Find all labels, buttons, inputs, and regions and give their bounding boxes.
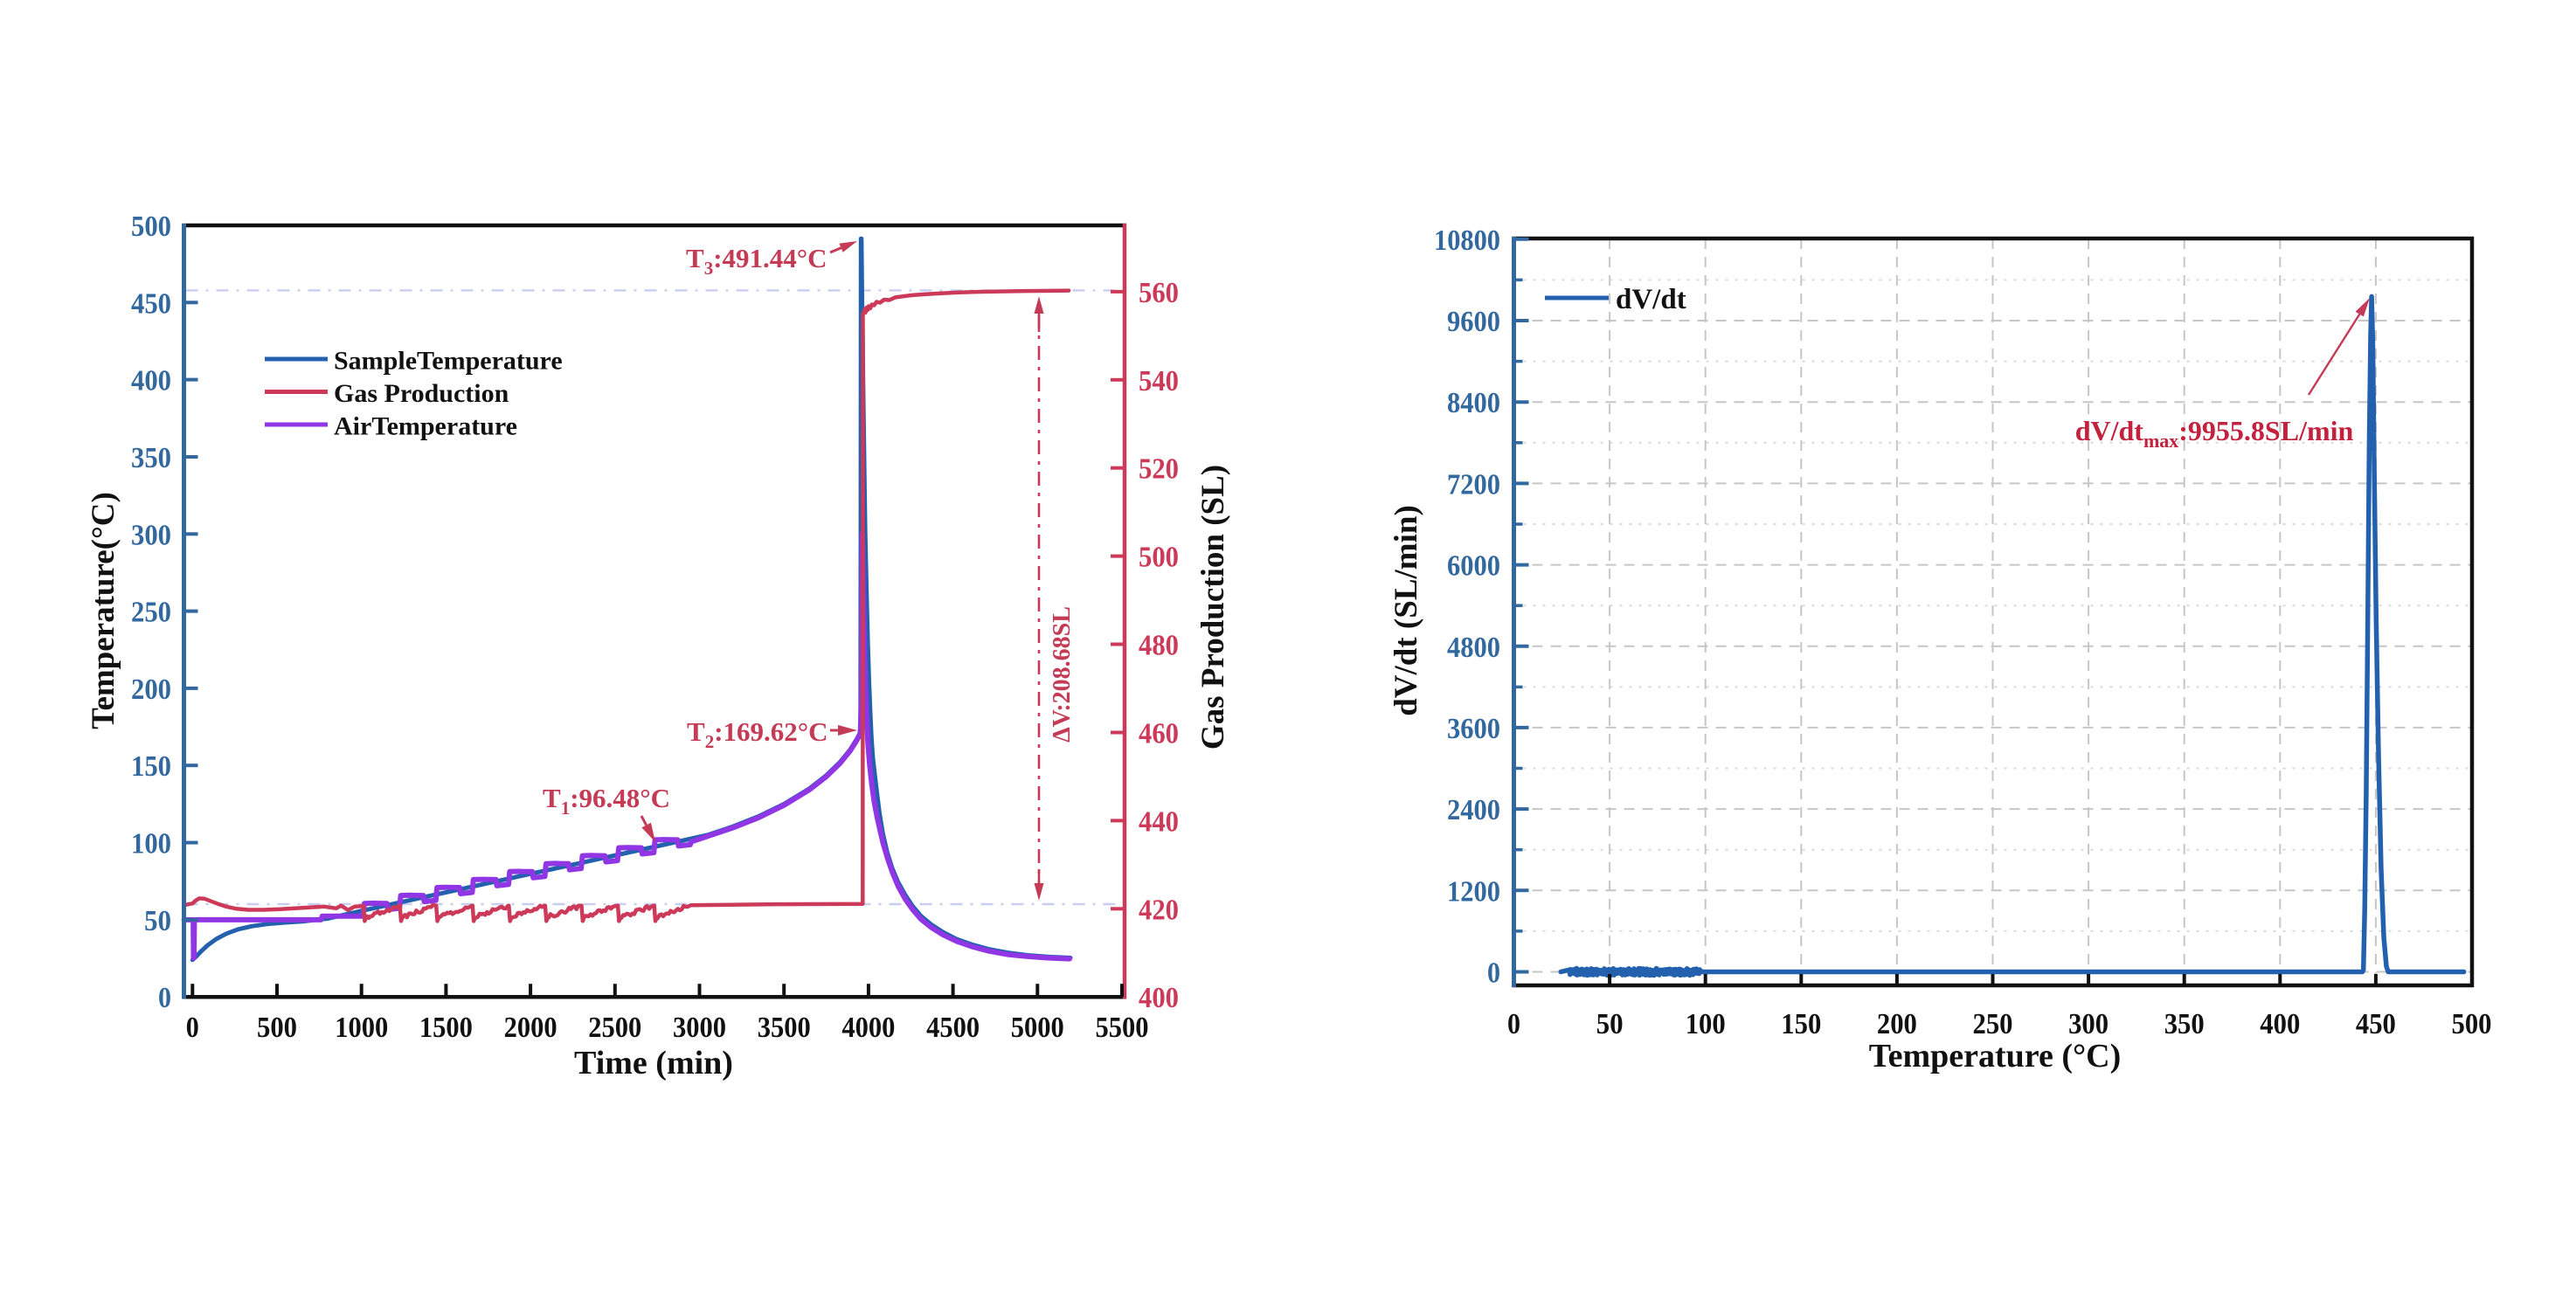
- svg-text:0: 0: [1487, 957, 1500, 990]
- svg-text:450: 450: [2356, 1008, 2396, 1040]
- svg-text:520: 520: [1139, 453, 1179, 486]
- svg-text:2500: 2500: [588, 1012, 641, 1044]
- svg-text:250: 250: [131, 597, 171, 629]
- svg-text:480: 480: [1139, 630, 1179, 662]
- svg-text:500: 500: [1139, 542, 1179, 574]
- svg-text:ΔV:208.68SL: ΔV:208.68SL: [1049, 606, 1076, 743]
- svg-text:T2:169.62°C: T2:169.62°C: [687, 716, 828, 752]
- svg-text:500: 500: [257, 1012, 297, 1044]
- svg-text:1500: 1500: [419, 1012, 473, 1044]
- svg-text:Time (min): Time (min): [574, 1045, 733, 1081]
- svg-text:450: 450: [131, 287, 171, 320]
- svg-text:1000: 1000: [335, 1012, 388, 1044]
- svg-text:200: 200: [1877, 1008, 1917, 1040]
- svg-text:SampleTemperature: SampleTemperature: [334, 347, 563, 376]
- svg-text:dV/dt: dV/dt: [1616, 284, 1686, 315]
- svg-text:5500: 5500: [1096, 1012, 1149, 1044]
- svg-text:9600: 9600: [1447, 306, 1500, 338]
- svg-text:T3:491.44°C: T3:491.44°C: [686, 243, 828, 279]
- svg-text:500: 500: [131, 211, 171, 243]
- svg-text:8400: 8400: [1447, 387, 1500, 419]
- svg-text:100: 100: [1686, 1008, 1726, 1040]
- svg-text:3500: 3500: [758, 1012, 811, 1044]
- svg-text:350: 350: [131, 442, 171, 474]
- svg-text:Gas Production: Gas Production: [334, 379, 509, 408]
- svg-text:100: 100: [131, 828, 171, 860]
- svg-text:0: 0: [1507, 1008, 1520, 1040]
- svg-text:4500: 4500: [926, 1012, 980, 1044]
- svg-text:560: 560: [1139, 277, 1179, 309]
- svg-text:420: 420: [1139, 894, 1179, 926]
- svg-text:200: 200: [131, 674, 171, 706]
- svg-text:300: 300: [131, 519, 171, 551]
- svg-text:5000: 5000: [1011, 1012, 1064, 1044]
- svg-text:50: 50: [1596, 1008, 1624, 1040]
- svg-text:dV/dt (SL/min): dV/dt (SL/min): [1388, 505, 1424, 716]
- svg-text:3000: 3000: [673, 1012, 726, 1044]
- svg-text:Temperature (°C): Temperature (°C): [1869, 1038, 2122, 1074]
- svg-text:150: 150: [131, 750, 171, 783]
- svg-text:150: 150: [1781, 1008, 1821, 1040]
- svg-text:2000: 2000: [504, 1012, 557, 1044]
- svg-text:460: 460: [1139, 718, 1179, 750]
- svg-text:10800: 10800: [1434, 225, 1500, 257]
- svg-text:500: 500: [2452, 1008, 2492, 1040]
- svg-text:540: 540: [1139, 365, 1179, 397]
- svg-text:dV/dtmax:9955.8SL/min: dV/dtmax:9955.8SL/min: [2075, 415, 2354, 452]
- svg-text:2400: 2400: [1447, 794, 1500, 826]
- svg-text:50: 50: [144, 905, 171, 937]
- svg-text:1200: 1200: [1447, 875, 1500, 908]
- svg-text:350: 350: [2164, 1008, 2205, 1040]
- svg-text:AirTemperature: AirTemperature: [334, 412, 517, 441]
- svg-text:7200: 7200: [1447, 468, 1500, 501]
- svg-text:Temperature(°C): Temperature(°C): [86, 492, 121, 729]
- svg-text:400: 400: [131, 365, 171, 397]
- svg-text:440: 440: [1139, 805, 1179, 838]
- svg-text:400: 400: [1139, 982, 1179, 1014]
- svg-text:300: 300: [2068, 1008, 2109, 1040]
- svg-text:400: 400: [2260, 1008, 2300, 1040]
- svg-text:3600: 3600: [1447, 713, 1500, 745]
- svg-text:4000: 4000: [841, 1012, 895, 1044]
- svg-text:0: 0: [186, 1012, 199, 1044]
- svg-text:6000: 6000: [1447, 550, 1500, 583]
- svg-text:0: 0: [158, 982, 171, 1014]
- svg-text:Gas Production (SL): Gas Production (SL): [1195, 465, 1231, 750]
- svg-text:250: 250: [1973, 1008, 2013, 1040]
- svg-text:4800: 4800: [1447, 632, 1500, 664]
